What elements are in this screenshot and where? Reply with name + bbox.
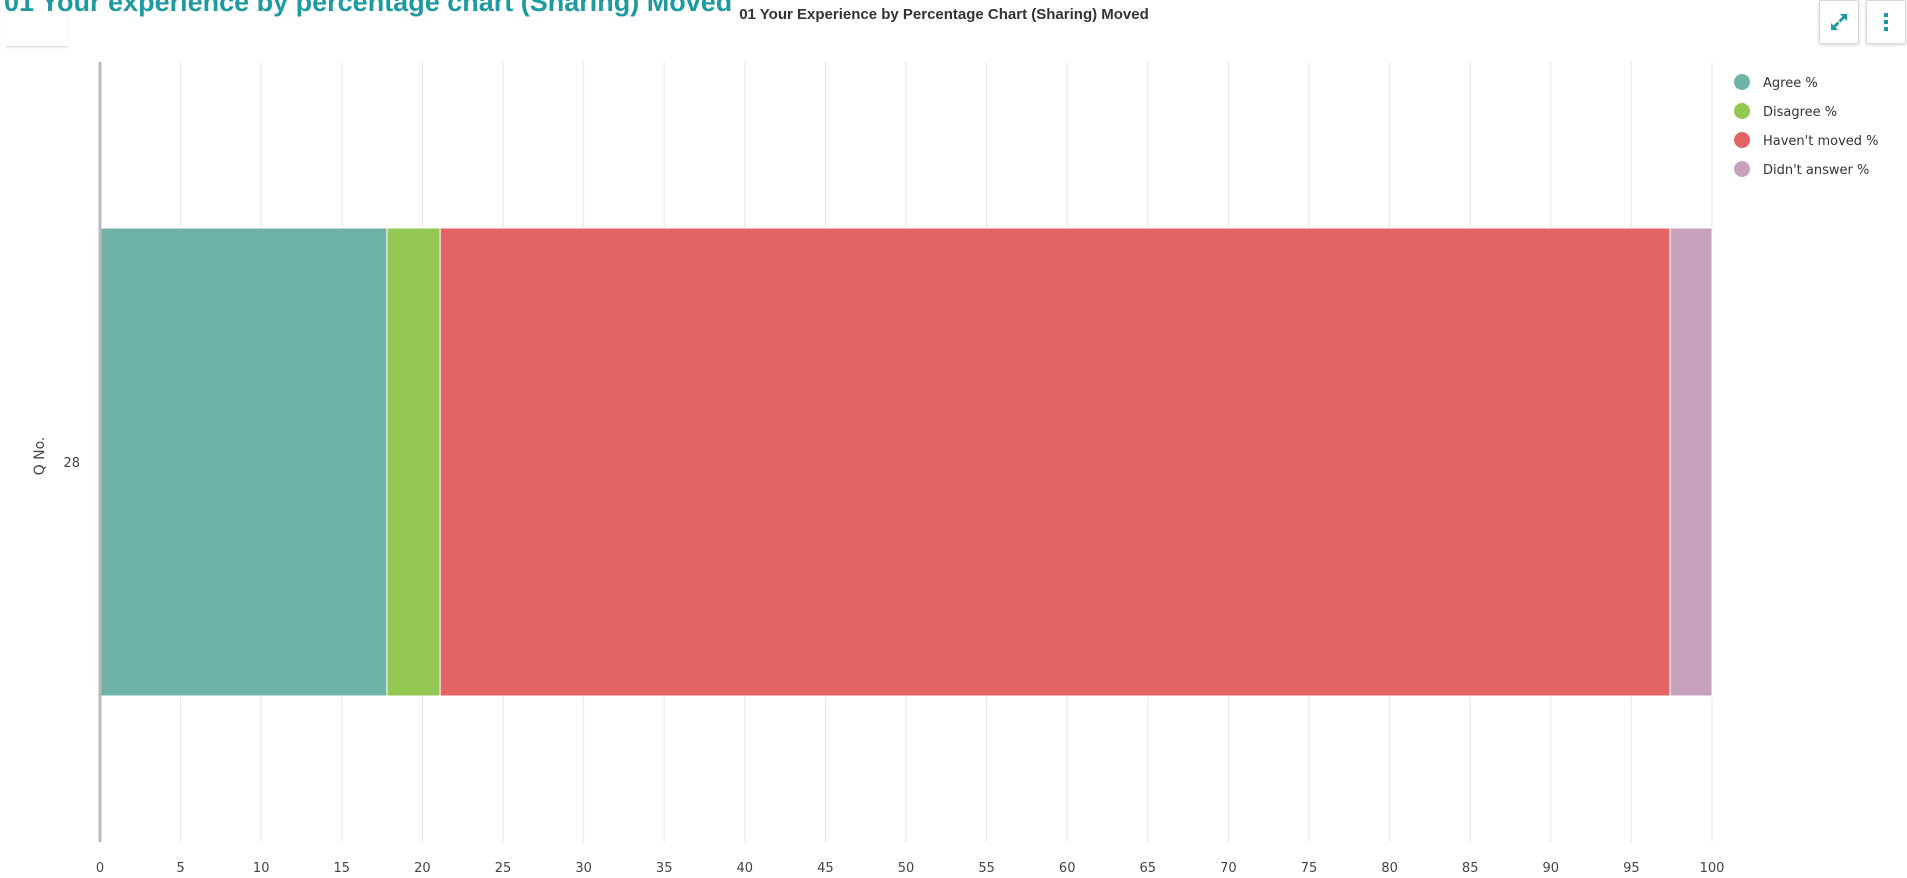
bar-segment	[1669, 227, 1713, 697]
x-tick-label: 45	[817, 861, 834, 876]
x-tick-label: 40	[737, 861, 754, 876]
legend-label: Disagree %	[1763, 105, 1837, 120]
x-tick-label: 95	[1623, 861, 1640, 876]
x-tick-label: 85	[1462, 861, 1479, 876]
x-tick-label: 60	[1059, 861, 1076, 876]
legend-label: Haven't moved %	[1763, 134, 1879, 149]
y-axis-title: Q No.	[32, 437, 48, 476]
x-tick-label: 80	[1381, 861, 1398, 876]
chart-menu-button[interactable]	[1866, 0, 1906, 44]
x-tick-label: 25	[495, 861, 512, 876]
x-tick-label: 100	[1700, 861, 1725, 876]
x-tick-label: 75	[1301, 861, 1318, 876]
bar-group	[99, 227, 1713, 697]
legend-swatch	[1734, 103, 1750, 119]
x-tick-label: 10	[253, 861, 270, 876]
y-category-label: 28	[63, 456, 80, 471]
x-tick-label: 20	[414, 861, 431, 876]
y-axis-categories: 28	[63, 456, 80, 471]
x-tick-label: 55	[978, 861, 995, 876]
heading-tab	[6, 0, 68, 47]
legend-swatch	[1734, 161, 1750, 177]
x-tick-label: 50	[898, 861, 915, 876]
x-tick-label: 90	[1543, 861, 1560, 876]
bar-segment	[439, 227, 1671, 697]
x-tick-label: 0	[96, 861, 104, 876]
bar-segment	[99, 227, 388, 697]
x-axis-ticks: 0 5 10 15 20 25 30 35 40 45 50 55 60 65 70 75 80 85 90 95 10…	[96, 861, 1725, 876]
x-tick-label: 65	[1140, 861, 1157, 876]
legend: Agree % Disagree % Haven't moved % Didn't a…	[1734, 74, 1879, 178]
chart-title: 01 Your Experience by Percentage Chart (…	[739, 6, 1149, 23]
expand-button[interactable]	[1819, 0, 1859, 44]
vertical-dots-icon	[1884, 13, 1888, 31]
bar-segment	[386, 227, 441, 697]
x-tick-label: 30	[575, 861, 592, 876]
legend-label: Didn't answer %	[1763, 163, 1869, 178]
expand-arrows-icon	[1831, 14, 1847, 30]
x-tick-label: 35	[656, 861, 673, 876]
x-tick-label: 5	[176, 861, 184, 876]
legend-label: Agree %	[1763, 76, 1818, 91]
x-tick-label: 15	[334, 861, 351, 876]
legend-swatch	[1734, 132, 1750, 148]
legend-swatch	[1734, 74, 1750, 90]
x-tick-label: 70	[1220, 861, 1237, 876]
page-heading: 01 Your experience by percentage chart (…	[4, 0, 733, 17]
